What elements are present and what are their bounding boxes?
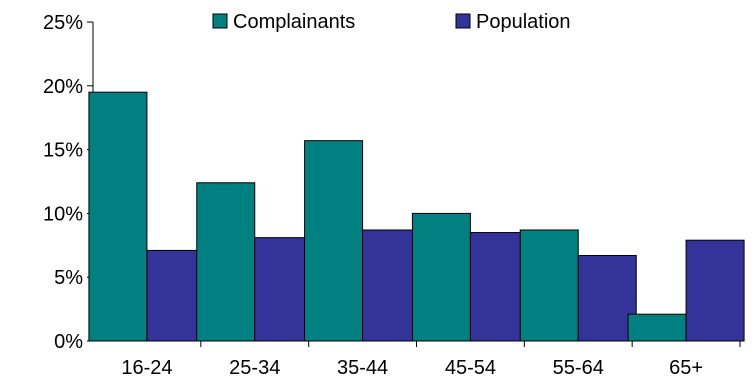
x-tick-label: 55-64 <box>553 357 604 379</box>
bars <box>88 91 745 342</box>
y-tick-label: 25% <box>43 12 83 34</box>
bar-population-65+ <box>685 239 745 342</box>
x-tick-label: 65+ <box>669 357 703 379</box>
legend-swatch-complainants <box>212 13 228 29</box>
y-tick-label: 20% <box>43 76 83 98</box>
bar-complainants-25-34 <box>196 182 256 342</box>
bar-population-35-44 <box>362 229 422 342</box>
y-tick-label: 0% <box>54 331 83 353</box>
bar-population-25-34 <box>254 237 314 342</box>
x-axis: 16-24 25-34 35-44 45-54 55-64 65+ <box>93 340 741 379</box>
y-tick-label: 5% <box>54 267 83 289</box>
bar-population-16-24 <box>146 249 206 342</box>
bar-population-45-54 <box>469 232 529 342</box>
bar-population-55-64 <box>577 255 637 342</box>
x-tick-label: 16-24 <box>121 357 172 379</box>
bar-complainants-55-64 <box>519 229 579 342</box>
legend-label-complainants: Complainants <box>233 11 355 33</box>
y-tick-label: 10% <box>43 203 83 225</box>
bar-complainants-16-24 <box>88 91 148 342</box>
legend-label-population: Population <box>476 11 571 33</box>
x-tick-label: 45-54 <box>445 357 496 379</box>
bar-complainants-45-54 <box>411 212 471 342</box>
bar-complainants-35-44 <box>304 140 364 342</box>
legend: Complainants Population <box>212 11 571 33</box>
x-tick-label: 35-44 <box>337 357 388 379</box>
legend-swatch-population <box>455 13 471 29</box>
bar-complainants-65+ <box>627 313 687 342</box>
y-axis: 0% 5% 10% 15% 20% 25% <box>43 12 94 353</box>
y-tick-label: 15% <box>43 140 83 162</box>
x-tick-label: 25-34 <box>229 357 280 379</box>
